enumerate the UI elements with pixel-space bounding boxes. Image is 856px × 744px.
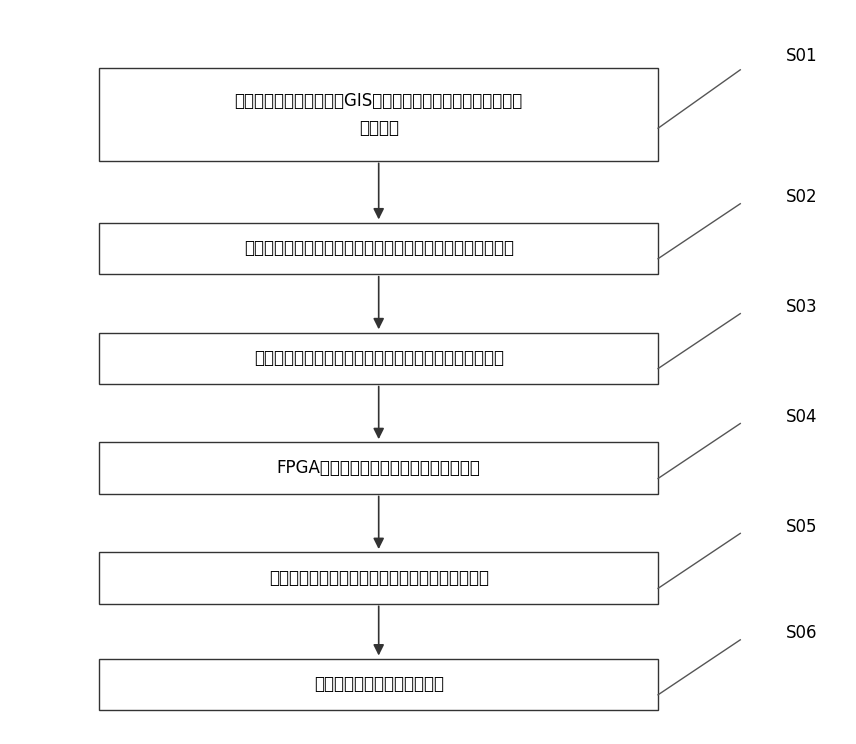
- Bar: [99, 222, 658, 274]
- Text: S06: S06: [786, 624, 817, 642]
- Text: S05: S05: [786, 518, 817, 536]
- Text: 采集采集器发送原始信号和经过合并单元处理后的采样值数据: 采集采集器发送原始信号和经过合并单元处理后的采样值数据: [244, 240, 514, 257]
- Bar: [99, 333, 658, 384]
- Bar: [99, 443, 658, 494]
- Text: 上位机分析数据，确定干扰源: 上位机分析数据，确定干扰源: [313, 676, 443, 693]
- Bar: [99, 68, 658, 161]
- Bar: [99, 552, 658, 604]
- Text: 微处理器对接收到的数据进行打包后发送给上位机: 微处理器对接收到的数据进行打包后发送给上位机: [269, 569, 489, 587]
- Text: S04: S04: [786, 408, 817, 426]
- Bar: [99, 658, 658, 711]
- Text: FPGA对接收到的数据进行同步和格式转换: FPGA对接收到的数据进行同步和格式转换: [276, 459, 480, 477]
- Text: S01: S01: [786, 47, 817, 65]
- Text: S02: S02: [786, 188, 817, 206]
- Text: S03: S03: [786, 298, 817, 315]
- Text: 前置采样模块对采集到的模拟量数据进行数模转换和采样: 前置采样模块对采集到的模拟量数据进行数模转换和采样: [253, 349, 503, 368]
- Text: 内置多通道分压模块采集GIS线圈的差分信号、线圈两端分别对
地的信号: 内置多通道分压模块采集GIS线圈的差分信号、线圈两端分别对 地的信号: [235, 92, 523, 137]
